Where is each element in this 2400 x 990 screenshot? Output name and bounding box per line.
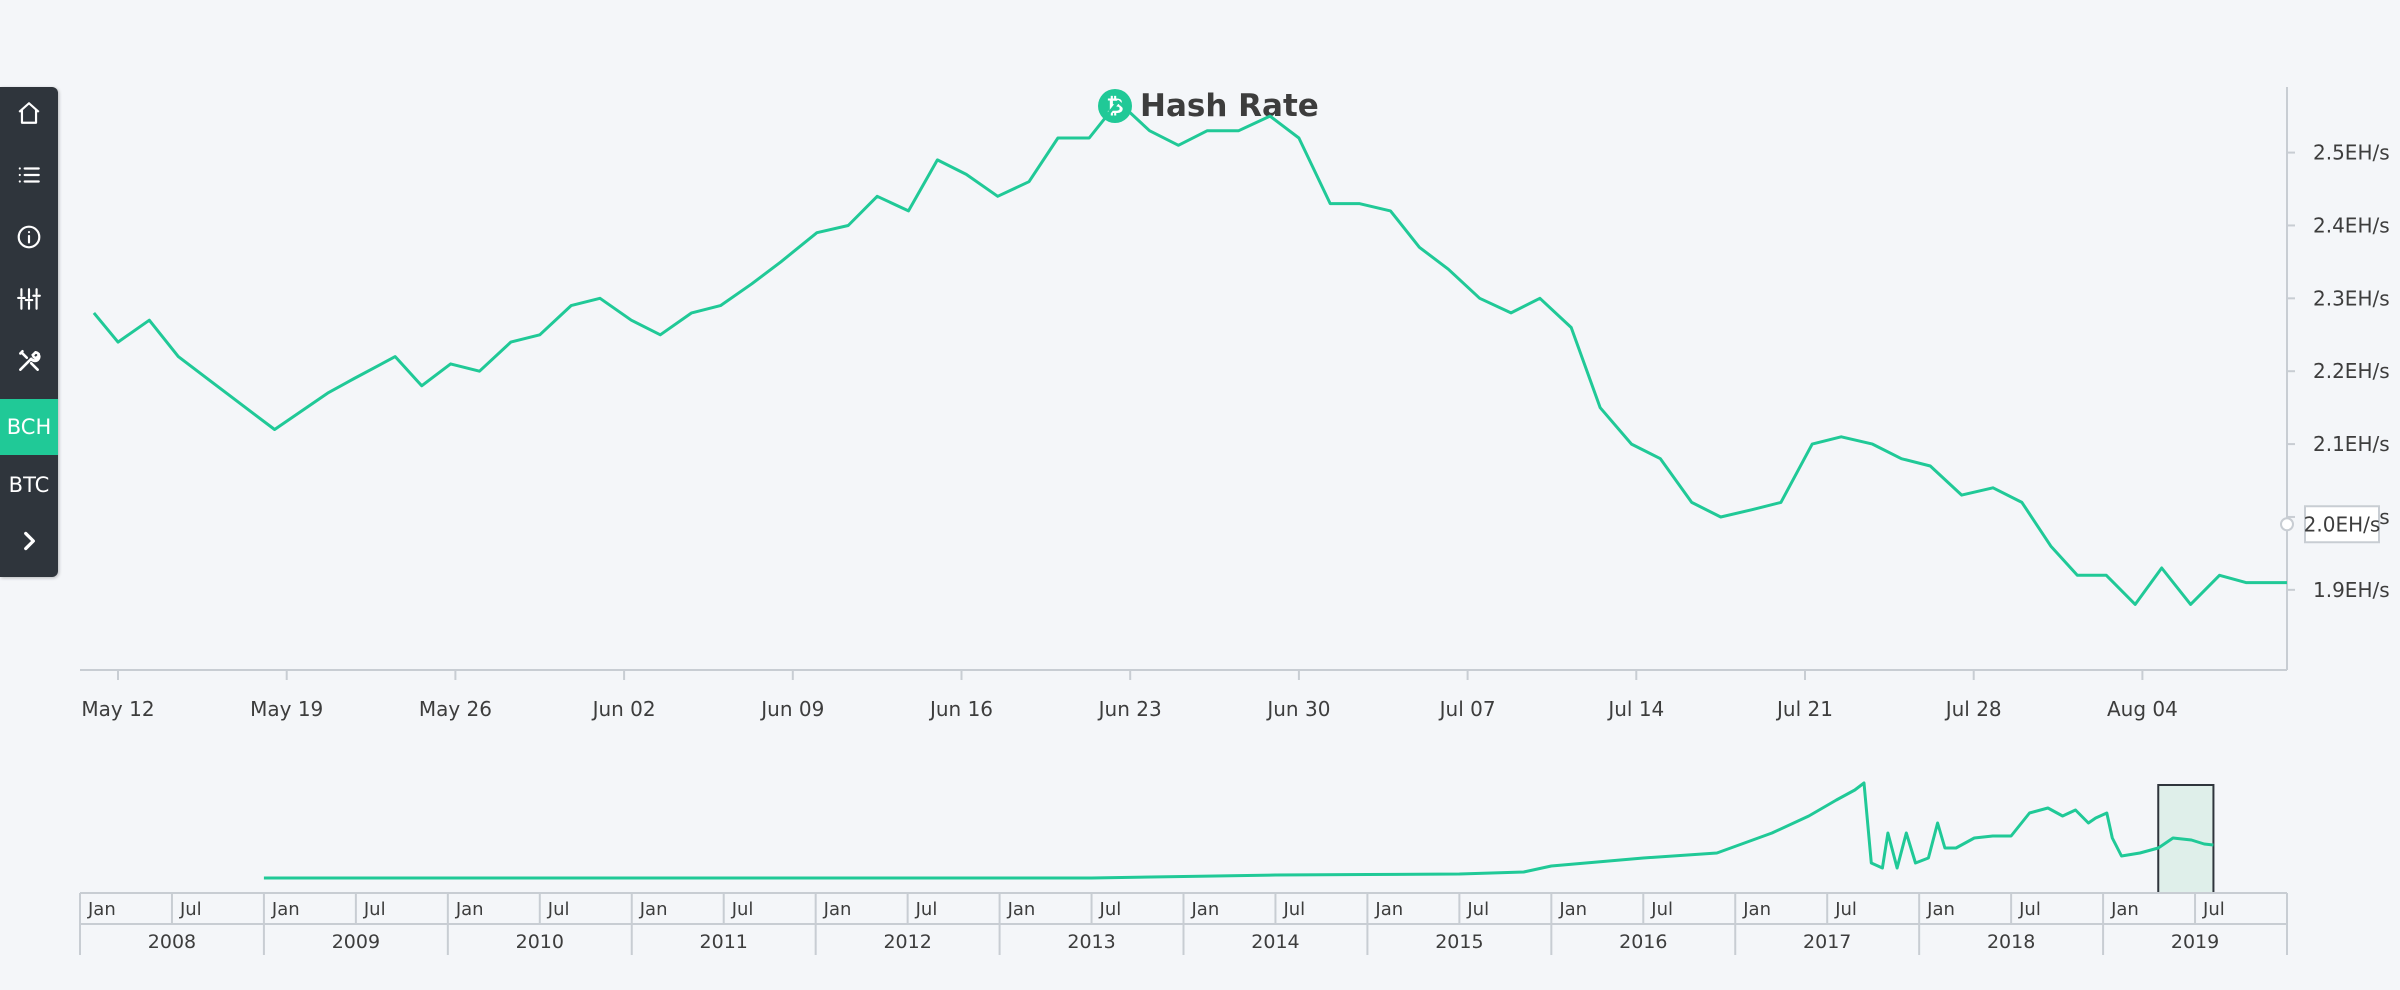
y-tick-label: 2.1EH/s bbox=[2313, 432, 2390, 456]
x-tick-label: Jul 14 bbox=[1606, 697, 1664, 721]
overview-year-label: 2010 bbox=[516, 931, 564, 953]
x-tick-label: Jul 21 bbox=[1775, 697, 1833, 721]
y-tick-label: 2.4EH/s bbox=[2313, 213, 2390, 237]
x-tick-label: Jun 30 bbox=[1265, 697, 1330, 721]
overview-year-label: 2011 bbox=[700, 931, 748, 953]
y-tick-label: 2.5EH/s bbox=[2313, 141, 2390, 165]
overview-month-label: Jul bbox=[731, 899, 754, 920]
sidebar-item-list[interactable] bbox=[0, 149, 58, 205]
overview-year-label: 2013 bbox=[1067, 931, 1115, 953]
x-tick-label: May 19 bbox=[250, 697, 323, 721]
sidebar-btc-label: BTC bbox=[8, 473, 50, 497]
list-icon bbox=[16, 162, 42, 192]
current-value-marker bbox=[2280, 517, 2294, 532]
sidebar-item-settings[interactable] bbox=[0, 273, 58, 329]
current-value-box bbox=[2304, 505, 2380, 544]
overview-month-label: Jan bbox=[1558, 899, 1587, 920]
current-value-label: 2.0EH/s bbox=[2304, 512, 2381, 536]
overview-month-label: Jan bbox=[271, 899, 300, 920]
overview-month-label: Jul bbox=[2202, 899, 2225, 920]
home-icon bbox=[16, 100, 42, 130]
overview-year-label: 2014 bbox=[1251, 931, 1299, 953]
overview-year-label: 2015 bbox=[1435, 931, 1483, 953]
overview-year-label: 2016 bbox=[1619, 931, 1667, 953]
overview-year-label: 2009 bbox=[332, 931, 380, 953]
overview-month-label: Jul bbox=[1282, 899, 1305, 920]
overview-month-label: Jan bbox=[2110, 899, 2139, 920]
y-tick-label: 2.2EH/s bbox=[2313, 359, 2390, 383]
sidebar-expand[interactable] bbox=[0, 515, 58, 571]
overview-month-label: Jan bbox=[823, 899, 852, 920]
x-tick-label: Jun 23 bbox=[1097, 697, 1162, 721]
y-tick-label: 1.9EH/s bbox=[2313, 578, 2390, 602]
overview-year-label: 2017 bbox=[1803, 931, 1851, 953]
overview-year-label: 2018 bbox=[1987, 931, 2035, 953]
overview-month-label: Jul bbox=[915, 899, 938, 920]
chart-title-group: ₿ Hash Rate bbox=[1098, 86, 1319, 126]
x-tick-label: Jul 28 bbox=[1944, 697, 2002, 721]
overview-month-label: Jul bbox=[1466, 899, 1489, 920]
y-tick-label: 2.3EH/s bbox=[2313, 286, 2390, 310]
overview-month-label: Jul bbox=[1650, 899, 1673, 920]
overview-year-label: 2008 bbox=[148, 931, 196, 953]
overview-month-label: Jul bbox=[547, 899, 570, 920]
sidebar-item-tools[interactable] bbox=[0, 335, 58, 391]
sidebar-item-home[interactable] bbox=[0, 87, 58, 143]
sliders-icon bbox=[16, 286, 42, 316]
x-tick-label: Jul 07 bbox=[1438, 697, 1496, 721]
overview-month-label: Jan bbox=[87, 899, 116, 920]
x-tick-label: May 26 bbox=[419, 697, 492, 721]
overview-month-label: Jan bbox=[455, 899, 484, 920]
sidebar-bch-label: BCH bbox=[6, 415, 52, 439]
overview-month-label: Jan bbox=[1742, 899, 1771, 920]
overview-month-label: Jan bbox=[1007, 899, 1036, 920]
overview-month-label: Jan bbox=[1926, 899, 1955, 920]
overview-month-label: Jan bbox=[639, 899, 668, 920]
overview-line bbox=[263, 781, 2214, 880]
overview-month-label: Jul bbox=[1099, 899, 1122, 920]
info-icon bbox=[16, 224, 42, 254]
chevron-right-icon bbox=[16, 528, 42, 558]
x-tick-label: Jun 16 bbox=[928, 697, 993, 721]
overview-month-label: Jul bbox=[2018, 899, 2041, 920]
overview-month-label: Jul bbox=[363, 899, 386, 920]
sidebar-item-btc[interactable]: BTC bbox=[0, 457, 58, 513]
overview-month-label: Jul bbox=[1834, 899, 1857, 920]
overview-month-label: Jul bbox=[179, 899, 202, 920]
overview-year-label: 2012 bbox=[883, 931, 931, 953]
x-tick-label: May 12 bbox=[81, 697, 154, 721]
hash-rate-line bbox=[92, 100, 2287, 606]
overview-month-label: Jan bbox=[1191, 899, 1220, 920]
x-tick-label: Jun 09 bbox=[759, 697, 824, 721]
x-tick-label: Aug 04 bbox=[2107, 697, 2178, 721]
sidebar-item-bch[interactable]: BCH bbox=[0, 399, 58, 455]
overview-year-label: 2019 bbox=[2171, 931, 2219, 953]
x-tick-label: Jun 02 bbox=[591, 697, 656, 721]
current-value-tag: 2.0EH/s bbox=[2304, 505, 2381, 544]
chart-title: Hash Rate bbox=[1140, 88, 1319, 124]
sidebar-item-info[interactable] bbox=[0, 211, 58, 267]
sidebar: BCH BTC bbox=[0, 87, 58, 577]
overview-month-label: Jan bbox=[1374, 899, 1403, 920]
tools-icon bbox=[16, 348, 42, 378]
